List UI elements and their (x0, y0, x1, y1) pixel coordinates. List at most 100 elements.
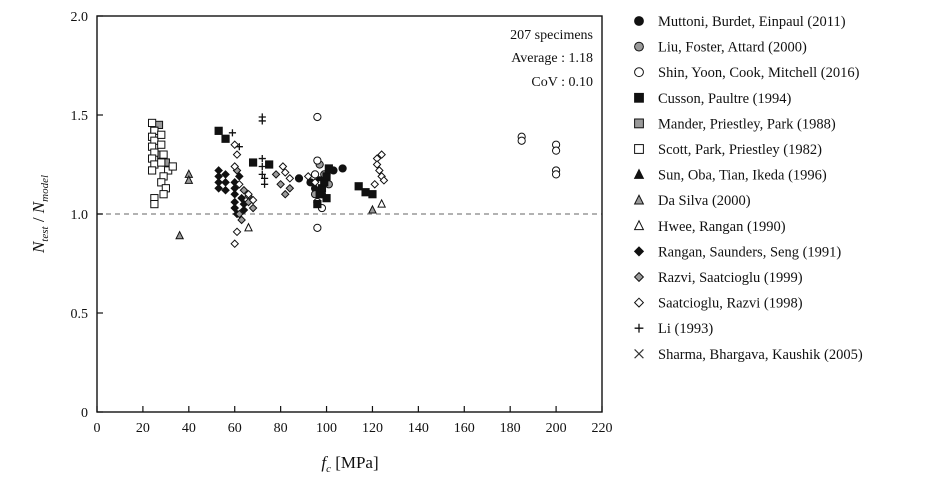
legend-marker (634, 118, 644, 129)
legend-label: Sun, Oba, Tian, Ikeda (1996) (658, 168, 827, 184)
data-point (258, 117, 266, 125)
data-point (228, 129, 237, 137)
legend-label: Razvi, Saatcioglu (1999) (658, 270, 803, 286)
data-point (313, 200, 322, 209)
data-point (221, 178, 230, 187)
data-point (230, 189, 240, 199)
data-point (232, 227, 242, 237)
y-axis-title: Ntest / Nmodel (29, 175, 51, 254)
data-point (235, 143, 243, 151)
data-point (271, 170, 281, 179)
data-point (239, 205, 249, 215)
data-point (338, 164, 347, 173)
x-axis-ticks: 0 20 40 60 80 100 120 140 160 180 200 220 (94, 406, 613, 436)
legend-item: Saatcioglu, Razvi (1998) (633, 296, 803, 312)
data-point (235, 172, 244, 181)
data-point (310, 178, 320, 187)
data-point (159, 190, 168, 199)
data-point (368, 190, 377, 199)
y-tick-label: 2.0 (71, 10, 89, 25)
legend-label: Saatcioglu, Razvi (1998) (658, 296, 803, 312)
data-point (260, 180, 269, 188)
data-point (235, 179, 244, 189)
legend-label: Rangan, Saunders, Seng (1991) (658, 244, 841, 260)
data-point (244, 189, 253, 199)
legend-item: Razvi, Saatcioglu (1999) (633, 270, 803, 286)
legend-item: Scott, Park, Priestley (1982) (634, 142, 822, 158)
data-point (265, 160, 274, 169)
data-point (258, 162, 266, 171)
data-point (221, 185, 230, 195)
data-point (168, 162, 177, 171)
legend-item: Sharma, Bhargava, Kaushik (2005) (634, 347, 863, 363)
data-point (324, 164, 333, 173)
annotation-box: 207 specimens Average : 1.18 CoV : 0.10 (510, 28, 593, 90)
data-point (551, 170, 561, 179)
x-tick-label: 100 (316, 421, 337, 436)
annotation-specimens: 207 specimens (510, 28, 593, 43)
data-point (377, 198, 387, 208)
legend-item: Muttoni, Burdet, Einpaul (2011) (634, 14, 846, 30)
data-point (157, 178, 166, 187)
data-point (294, 174, 304, 183)
legend-label: Li (1993) (658, 321, 713, 337)
y-tick-label: 0.5 (71, 307, 89, 322)
data-point (517, 136, 526, 145)
data-point (159, 150, 168, 159)
legend-label: Hwee, Rangan (1990) (658, 219, 786, 235)
data-point (214, 183, 223, 193)
y-tick-label: 1.5 (71, 109, 89, 124)
data-point (237, 193, 246, 203)
legend-label: Da Silva (2000) (658, 193, 751, 209)
legend-marker (633, 271, 645, 283)
data-point (313, 112, 322, 122)
legend-marker (634, 92, 644, 103)
data-point (157, 130, 166, 139)
legend-item: Li (1993) (634, 321, 713, 337)
data-point (157, 140, 166, 149)
data-point (276, 179, 285, 189)
data-point (322, 172, 331, 181)
annotation-cov: CoV : 0.10 (531, 75, 593, 90)
legend-item: Hwee, Rangan (1990) (633, 219, 786, 235)
data-point (239, 185, 249, 195)
data-point (377, 150, 386, 159)
legend-marker (634, 16, 644, 26)
data-point (248, 158, 258, 167)
legend-item: Cusson, Paultre (1994) (634, 91, 791, 107)
data-point (258, 170, 266, 178)
data-point (248, 203, 258, 213)
legend-marker (633, 219, 645, 231)
data-point (157, 158, 166, 167)
y-tick-label: 0 (81, 406, 88, 421)
legend-marker (633, 168, 645, 179)
legend-marker (634, 144, 644, 154)
data-point (551, 146, 561, 155)
data-point (221, 170, 230, 179)
data-point (244, 222, 253, 232)
annotation-average: Average : 1.18 (511, 51, 593, 66)
data-point (248, 195, 258, 205)
x-tick-label: 60 (228, 421, 242, 436)
data-point (313, 223, 322, 232)
data-point (235, 209, 244, 219)
data-points (147, 112, 561, 249)
data-point (313, 156, 322, 165)
x-tick-label: 220 (592, 421, 613, 436)
x-axis-title: fc [MPa] (321, 453, 378, 475)
x-tick-label: 120 (362, 421, 383, 436)
legend-marker (633, 194, 645, 205)
y-axis-ticks: 0 0.5 1.0 1.5 2.0 (71, 10, 103, 421)
data-point (285, 183, 295, 193)
legend-label: Sharma, Bhargava, Kaushik (2005) (658, 347, 863, 363)
data-point (232, 150, 242, 159)
data-point (368, 204, 377, 214)
data-point (375, 166, 384, 175)
data-point (230, 162, 240, 171)
legend-item: Sun, Oba, Tian, Ikeda (1996) (633, 168, 827, 184)
legend-marker (633, 297, 645, 308)
data-point (372, 160, 382, 169)
data-point (280, 189, 290, 199)
